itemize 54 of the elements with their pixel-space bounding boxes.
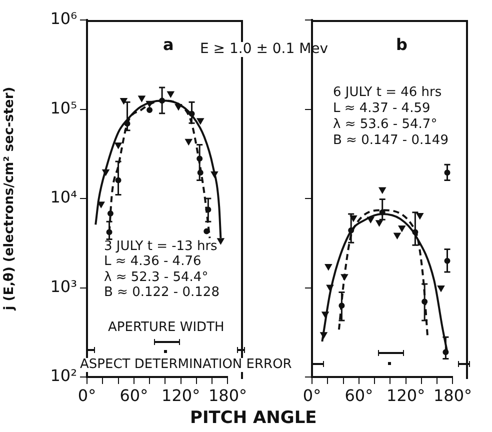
point	[320, 332, 328, 338]
x-tick-label: 180°	[208, 386, 248, 405]
annotation: B ≈ 0.147 - 0.149	[333, 133, 448, 148]
point	[340, 274, 348, 280]
point	[185, 138, 192, 146]
annotation: L ≈ 4.36 - 4.76	[104, 254, 202, 270]
point	[416, 212, 424, 220]
x-tick-label: 120°	[386, 386, 426, 405]
annotation: 6 JULY t = 46 hrs	[333, 85, 442, 100]
text: b	[396, 35, 408, 54]
point	[174, 104, 182, 110]
point	[138, 96, 146, 102]
x-tick-label: 180°	[433, 386, 472, 405]
y-axis-title: j (E,θ) (electrons/cm² sec-ster)	[2, 86, 18, 312]
point	[322, 312, 329, 318]
annotation: L ≈ 4.37 - 4.59	[333, 101, 430, 116]
annotation: λ ≈ 53.6 - 54.7°	[333, 117, 438, 132]
point	[146, 107, 153, 114]
point	[367, 216, 374, 223]
point	[120, 98, 128, 104]
point	[217, 238, 224, 244]
point	[167, 91, 174, 98]
point	[98, 202, 105, 208]
point	[107, 210, 114, 216]
x-tick-label: 60°	[344, 386, 374, 405]
x-axis-title: PITCH ANGLE	[190, 408, 317, 428]
point	[376, 220, 383, 226]
point	[394, 232, 401, 239]
annotation: APERTURE WIDTH	[108, 320, 224, 336]
x-tick-label: 0°	[78, 386, 96, 405]
y-tick-label: 10⁴	[50, 188, 77, 207]
y-tick-label: 10²	[50, 366, 77, 386]
point	[324, 264, 332, 270]
point	[398, 226, 406, 232]
annotation: λ ≈ 52.3 - 54.4°	[104, 270, 208, 286]
point	[102, 169, 110, 176]
point	[326, 284, 334, 291]
point	[204, 228, 210, 234]
y-tick-label: 10³	[50, 276, 77, 296]
annotation: ASPECT DETERMINATION ERROR	[80, 357, 292, 372]
point	[210, 171, 218, 178]
point	[378, 187, 386, 194]
point	[146, 100, 154, 108]
x-tick-label: 120°	[162, 386, 200, 405]
point	[196, 118, 204, 124]
text: a	[163, 35, 174, 54]
annotation: 3 JULY t = -13 hrs	[104, 239, 218, 254]
point	[114, 142, 122, 149]
x-tick-label: 60°	[120, 386, 148, 405]
x-tick-label: 0°	[302, 386, 322, 405]
point	[437, 286, 445, 292]
y-tick-label: 10⁵	[50, 98, 77, 118]
y-tick-label: 10⁶	[50, 9, 77, 28]
annotation: B ≈ 0.122 - 0.128	[104, 285, 220, 300]
